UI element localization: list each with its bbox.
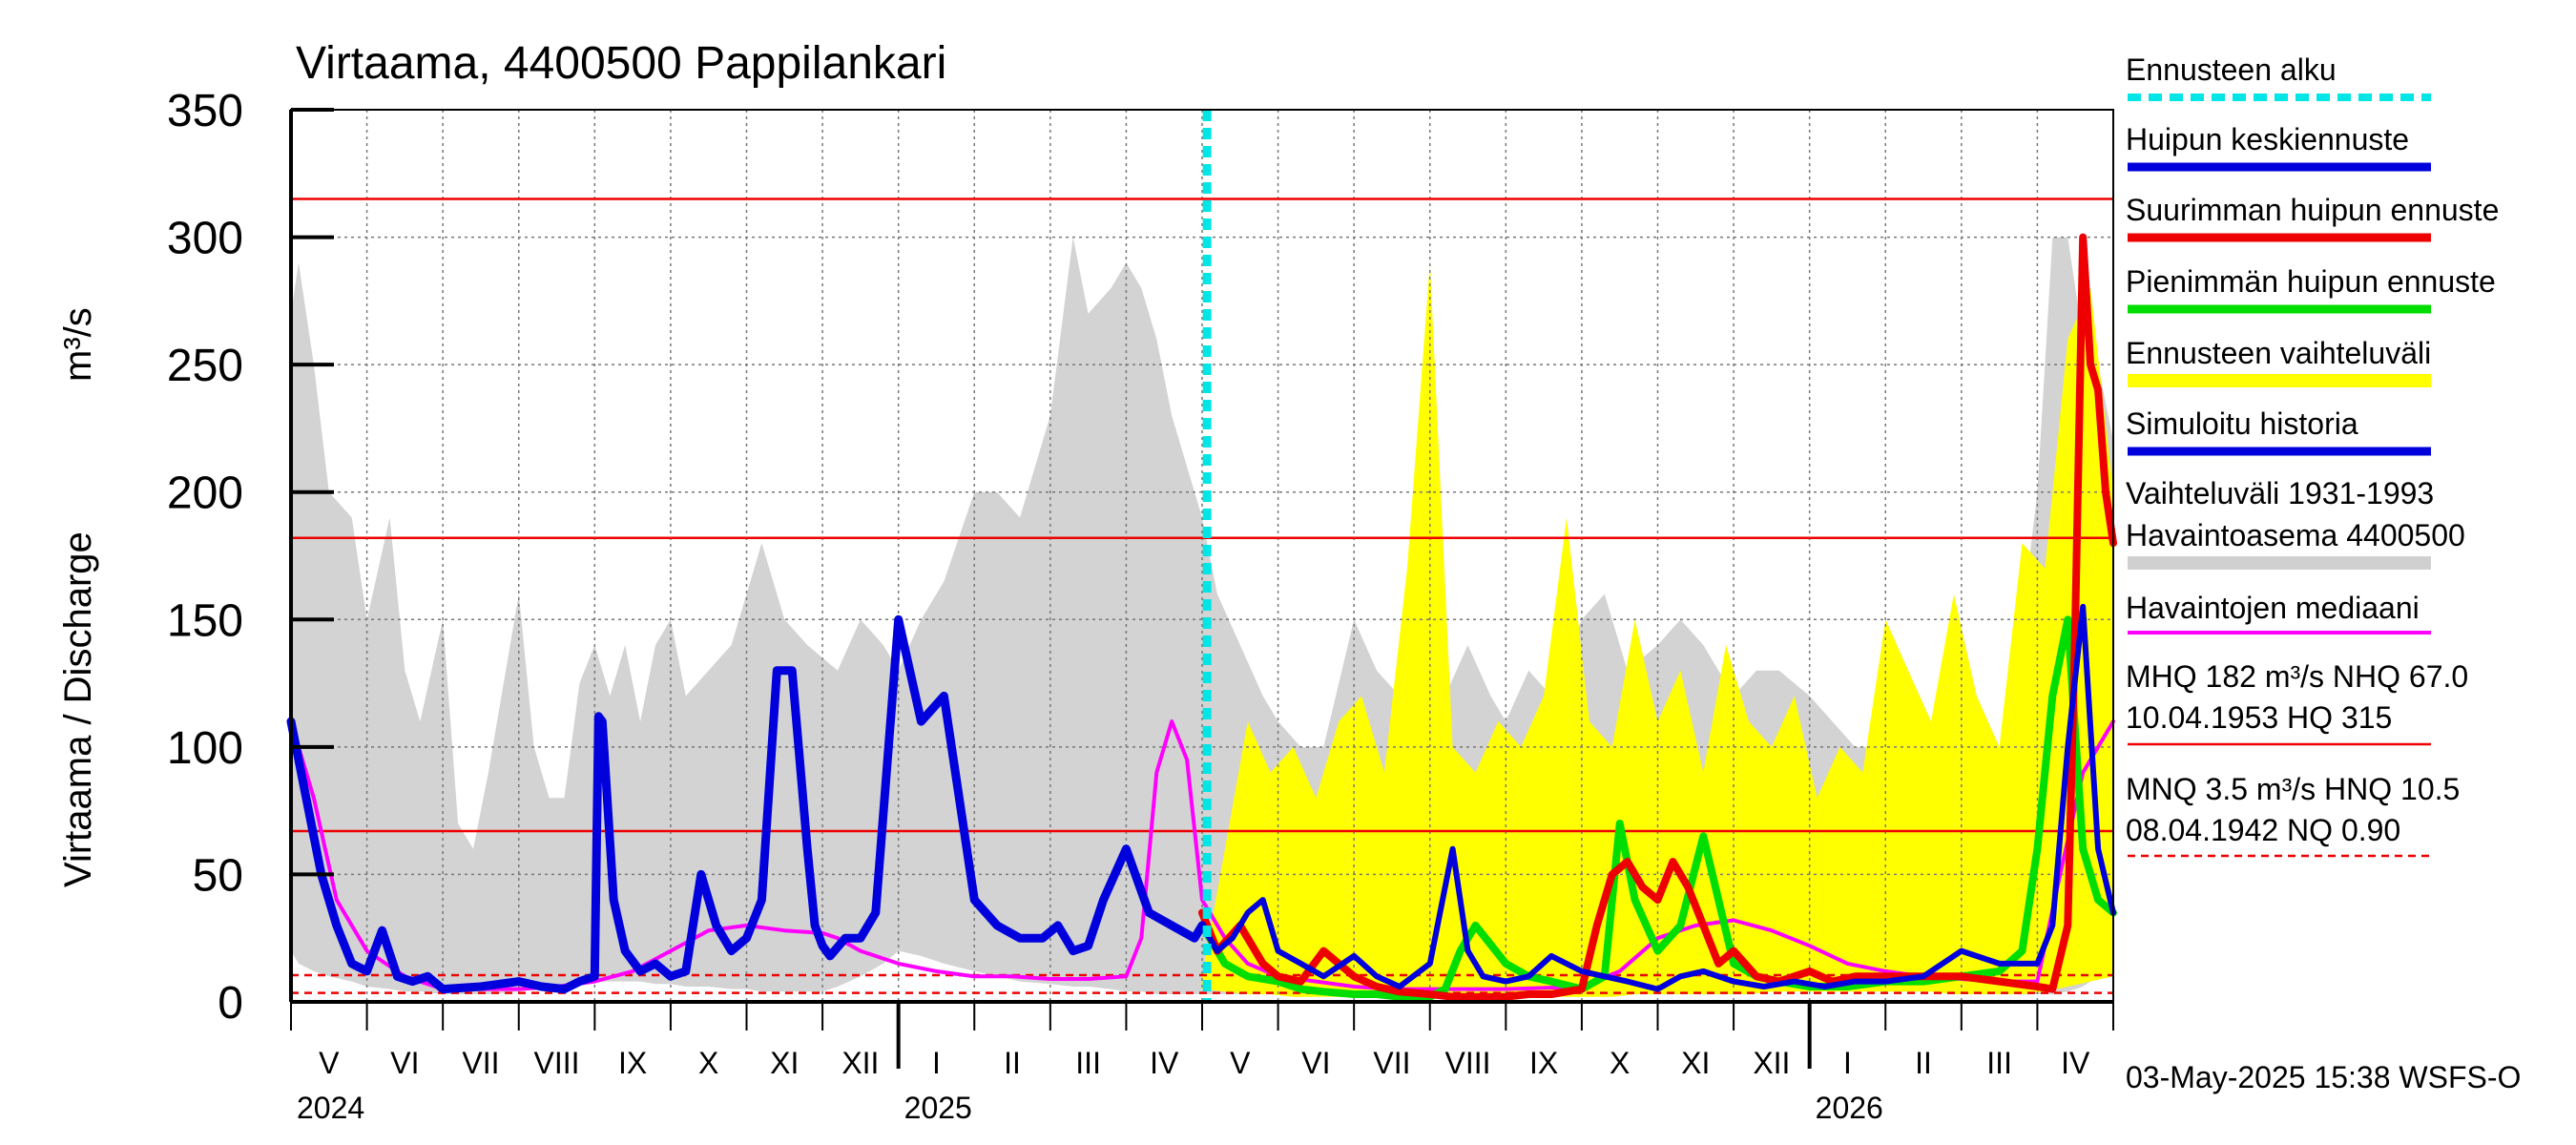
simulated-history-line (286, 614, 1207, 994)
legend-label: Suurimman huipun ennuste (2126, 193, 2499, 227)
x-month-label: VII (1373, 1046, 1410, 1080)
x-month-label: III (1986, 1046, 2012, 1080)
x-month-label: III (1075, 1046, 1101, 1080)
x-month-label: IV (1150, 1046, 1179, 1080)
x-year-label: 2026 (1816, 1091, 1883, 1125)
y-tick-label: 200 (167, 468, 243, 519)
x-month-label: IV (2061, 1046, 2090, 1080)
legend: Ennusteen alku Huipun keskiennuste Suurimm… (2126, 52, 2499, 858)
x-month-label: IX (618, 1046, 647, 1080)
x-month-label: V (319, 1046, 340, 1080)
x-month-label: VI (1301, 1046, 1330, 1080)
x-month-label: I (932, 1046, 941, 1080)
x-month-label: X (1610, 1046, 1630, 1080)
legend-label-secondary: 08.04.1942 NQ 0.90 (2126, 813, 2400, 847)
forecast-mean-line (1199, 603, 2116, 992)
y-axis-unit: m³/s (57, 307, 99, 382)
x-month-label: XII (1753, 1046, 1790, 1080)
x-month-label: VI (390, 1046, 419, 1080)
legend-label: Simuloitu historia (2126, 406, 2358, 441)
x-month-label: IX (1529, 1046, 1558, 1080)
series-lines (286, 110, 2117, 1002)
x-month-label: XI (1681, 1046, 1710, 1080)
median-line (289, 719, 2115, 991)
legend-label-secondary: 10.04.1953 HQ 315 (2126, 700, 2392, 735)
legend-label: Vaihteluväli 1931-1993 (2126, 476, 2434, 510)
legend-label: MHQ 182 m³/s NHQ 67.0 (2126, 659, 2468, 694)
legend-label: Ennusteen alku (2126, 52, 2337, 87)
y-axis-label: Virtaama / Discharge (57, 531, 99, 887)
y-tick-label: 250 (167, 341, 243, 391)
forecast-max-line (1198, 233, 2117, 1001)
chart-title: Virtaama, 4400500 Pappilankari (296, 38, 946, 89)
x-month-label: XII (841, 1046, 879, 1080)
x-month-label: V (1230, 1046, 1251, 1080)
x-month-label: II (1004, 1046, 1021, 1080)
y-tick-label: 50 (193, 850, 243, 901)
x-year-label: 2025 (904, 1091, 972, 1125)
y-tick-label: 0 (218, 978, 243, 1029)
x-month-label: II (1915, 1046, 1932, 1080)
legend-label: Huipun keskiennuste (2126, 122, 2409, 156)
x-month-label: VIII (1445, 1046, 1491, 1080)
y-tick-label: 100 (167, 723, 243, 774)
footer-timestamp: 03-May-2025 15:38 WSFS-O (2126, 1060, 2521, 1094)
y-tick-label: 150 (167, 595, 243, 646)
x-year-label: 2024 (297, 1091, 364, 1125)
legend-label-secondary: Havaintoasema 4400500 (2126, 518, 2465, 552)
y-tick-label: 350 (167, 86, 243, 136)
x-month-label: VII (462, 1046, 499, 1080)
legend-label: Pienimmän huipun ennuste (2126, 264, 2496, 299)
x-month-label: XI (770, 1046, 799, 1080)
x-month-label: X (698, 1046, 718, 1080)
legend-label: Havaintojen mediaani (2126, 591, 2420, 625)
y-tick-label: 300 (167, 214, 243, 264)
x-month-label: VIII (534, 1046, 580, 1080)
legend-label: Ennusteen vaihteluväli (2126, 336, 2431, 370)
x-month-label: I (1843, 1046, 1852, 1080)
legend-label: MNQ 3.5 m³/s HNQ 10.5 (2126, 772, 2460, 806)
